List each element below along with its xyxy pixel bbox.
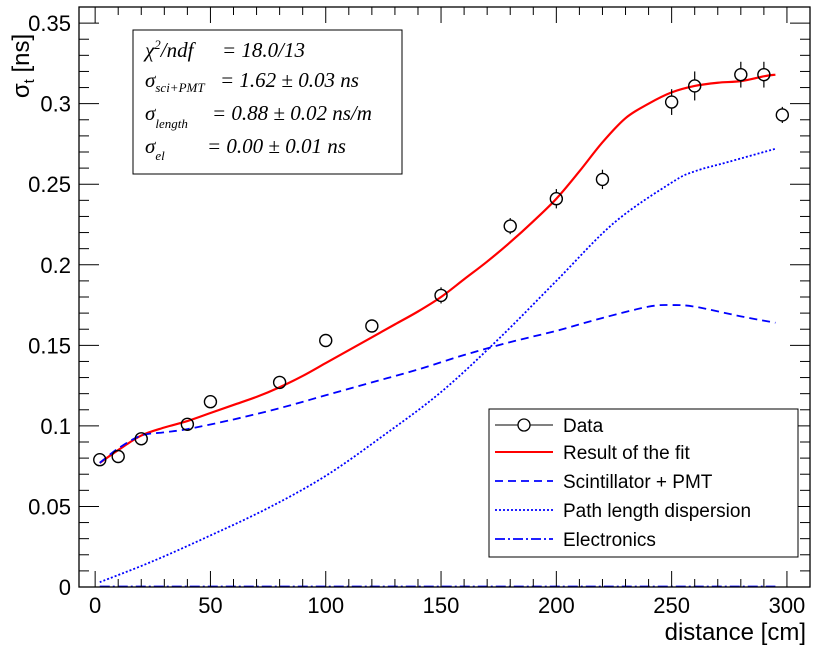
y-tick-label: 0.15 — [28, 333, 71, 358]
data-marker — [203, 395, 218, 409]
x-axis: 0 50 100 150 200 250 300 — [89, 7, 805, 618]
svg-text:Electronics: Electronics — [563, 530, 656, 551]
legend: Data Result of the fit Scintillator + PM… — [488, 408, 799, 558]
data-point — [203, 395, 218, 409]
svg-text:Data: Data — [563, 416, 604, 437]
data-point — [757, 61, 771, 88]
data-marker — [134, 432, 148, 446]
svg-text:Result of the fit: Result of the fit — [563, 443, 690, 464]
x-tick-label: 100 — [307, 593, 344, 618]
legend-entry-fit: Result of the fit — [495, 443, 690, 464]
data-point — [503, 218, 517, 235]
x-axis-title: distance [cm] — [665, 619, 806, 645]
data-marker — [319, 333, 333, 348]
data-point — [549, 189, 564, 209]
data-point — [365, 319, 379, 333]
data-marker — [111, 449, 125, 464]
data-point — [93, 453, 107, 467]
data-marker — [434, 288, 448, 303]
data-marker — [734, 67, 748, 82]
data-point — [319, 333, 333, 348]
y-axis-title: σt [ns] — [8, 34, 38, 98]
x-tick-label: 250 — [653, 593, 690, 618]
y-tick-label: 0 — [59, 575, 71, 600]
y-axis-subscript: t — [21, 78, 38, 83]
x-tick-label: 150 — [423, 593, 460, 618]
data-marker — [272, 375, 287, 390]
y-tick-label: 0.1 — [40, 414, 71, 439]
data-point — [180, 417, 195, 431]
data-marker — [688, 79, 702, 93]
data-point — [111, 449, 125, 464]
data-marker — [365, 319, 379, 333]
y-tick-label: 0.25 — [28, 172, 71, 197]
stat-sigma-sci-pmt: σsci+PMT = 1.62 ± 0.03 ns — [145, 68, 359, 95]
legend-entry-electronics: Electronics — [495, 530, 656, 551]
data-marker — [757, 67, 771, 82]
data-point — [134, 432, 148, 446]
data-markers-layer — [93, 61, 790, 467]
x-tick-label: 200 — [538, 593, 575, 618]
data-point — [775, 106, 790, 123]
data-marker — [549, 192, 564, 206]
y-tick-label: 0.2 — [40, 253, 71, 278]
y-axis-symbol: σ — [8, 83, 35, 98]
x-tick-label: 50 — [198, 593, 222, 618]
data-point — [734, 61, 748, 88]
svg-text:Path length dispersion: Path length dispersion — [563, 501, 751, 522]
legend-entry-path-length: Path length dispersion — [495, 501, 751, 522]
data-point — [434, 287, 448, 304]
legend-entry-data: Data — [495, 416, 604, 437]
svg-text:Scintillator + PMT: Scintillator + PMT — [563, 472, 713, 493]
stat-sigma-length: σlength = 0.88 ± 0.02 ns/m — [145, 101, 372, 131]
data-point — [272, 375, 287, 390]
y-axis: 0 0.05 0.1 0.15 0.2 0.25 0.3 0.35 — [28, 6, 810, 600]
legend-entry-scintillator: Scintillator + PMT — [495, 472, 713, 493]
stat-chi2: χ2/ndf = 18.0/13 — [143, 37, 305, 62]
y-tick-label: 0.05 — [28, 494, 71, 519]
y-tick-label: 0.35 — [28, 11, 71, 36]
data-marker — [503, 219, 517, 233]
series-path-length-dispersion — [99, 147, 776, 584]
data-point — [595, 169, 610, 190]
stat-sigma-el: σel = 0.00 ± 0.01 ns — [145, 134, 346, 163]
x-tick-label: 300 — [769, 593, 806, 618]
data-marker — [180, 417, 195, 431]
data-point — [664, 89, 679, 115]
legend-box — [488, 408, 799, 558]
y-axis-unit: [ns] — [8, 34, 35, 73]
y-tick-label: 0.3 — [40, 92, 71, 117]
data-marker — [93, 453, 107, 467]
data-marker — [775, 108, 790, 122]
data-marker — [664, 95, 679, 109]
data-marker — [595, 172, 610, 187]
data-point — [688, 71, 702, 101]
fit-stats-box: χ2/ndf = 18.0/13 σsci+PMT = 1.62 ± 0.03 ns… — [132, 29, 403, 175]
x-tick-label: 0 — [89, 593, 101, 618]
